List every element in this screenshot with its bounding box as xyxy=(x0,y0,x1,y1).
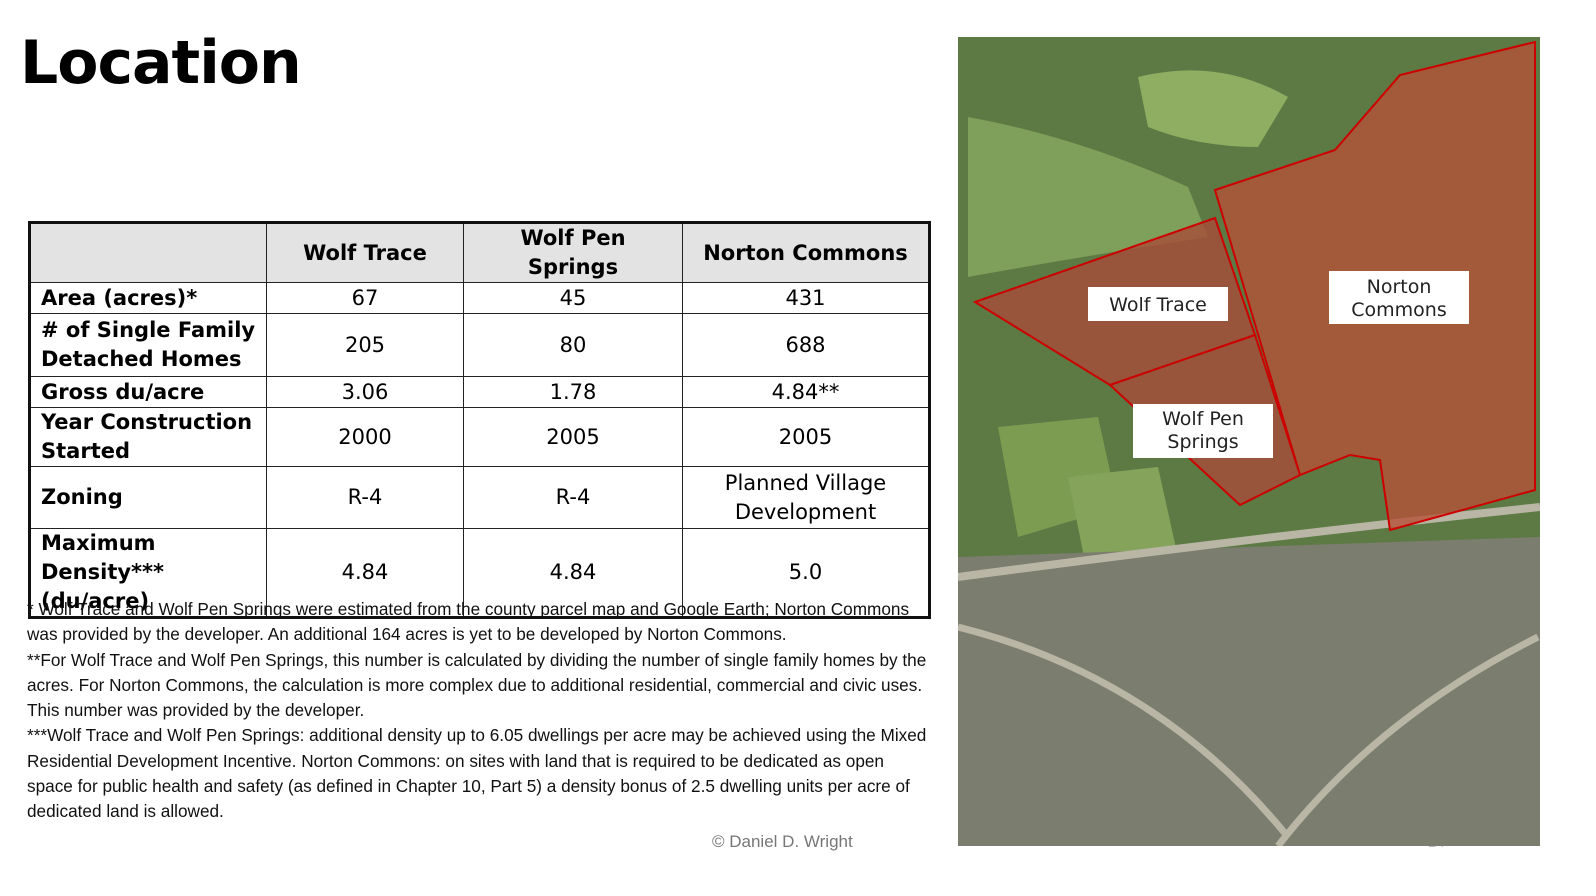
map-label: Wolf Pen Springs xyxy=(1162,408,1244,453)
map-label-box xyxy=(1133,404,1273,458)
field xyxy=(968,117,1208,277)
table-row: Maximum Density*** (du/acre) 4.84 4.84 5.0 xyxy=(29,528,930,618)
footnote: * Wolf Trace and Wolf Pen Springs were e… xyxy=(27,599,910,645)
map-label: Wolf Trace xyxy=(1109,294,1207,316)
row-label: Zoning xyxy=(29,466,267,529)
table-cell: 80 xyxy=(463,313,683,377)
map-label-box xyxy=(1329,271,1469,324)
map-label: Norton Commons xyxy=(1351,276,1446,321)
title: Location xyxy=(20,28,302,98)
commercial-area xyxy=(958,537,1540,846)
table-row: Gross du/acre 3.06 1.78 4.84** xyxy=(29,376,930,408)
row-label: Area (acres)* xyxy=(29,282,267,314)
table-cell: 1.78 xyxy=(463,376,683,408)
header-cell: Wolf Pen Springs xyxy=(463,222,683,283)
table-cell: 688 xyxy=(682,313,930,377)
table-cell: Planned Village Development xyxy=(682,466,930,529)
header-cell: Norton Commons xyxy=(682,222,930,283)
highway xyxy=(958,623,1291,840)
credit: © Daniel D. Wright xyxy=(712,832,853,851)
header-cell: Wolf Trace xyxy=(266,222,464,283)
highway xyxy=(958,503,1540,581)
table-row: Zoning R-4 R-4 Planned Village Development xyxy=(29,466,930,529)
table-cell: 205 xyxy=(266,313,464,377)
table-row: Year Construction Started 2000 2005 2005 xyxy=(29,407,930,467)
footnotes: * Wolf Trace and Wolf Pen Springs were e… xyxy=(27,597,932,825)
table-cell: 5.0 xyxy=(682,528,930,618)
field xyxy=(1138,70,1288,147)
table-cell: 67 xyxy=(266,282,464,314)
aerial-map: Wolf Trace Norton Commons Wolf Pen Springs xyxy=(958,37,1540,846)
table-cell: 2005 xyxy=(463,407,683,467)
comparison-table: Wolf Trace Wolf Pen Springs Norton Commons… xyxy=(28,221,931,619)
table-cell: 3.06 xyxy=(266,376,464,408)
table-cell: 2000 xyxy=(266,407,464,467)
table-cell: 4.84 xyxy=(463,528,683,618)
table-cell: 431 xyxy=(682,282,930,314)
table-cell: 45 xyxy=(463,282,683,314)
table-cell: 4.84** xyxy=(682,376,930,408)
highway xyxy=(1275,633,1540,846)
table-body: Area (acres)* 67 45 431 # of Single Family D… xyxy=(29,282,930,618)
table-cell: R-4 xyxy=(463,466,683,529)
table-cell: R-4 xyxy=(266,466,464,529)
table-row: Area (acres)* 67 45 431 xyxy=(29,282,930,314)
row-label: Year Construction Started xyxy=(29,407,267,467)
header-row: Wolf Trace Wolf Pen Springs Norton Commons xyxy=(29,222,930,283)
footnote: **For Wolf Trace and Wolf Pen Springs, t… xyxy=(27,649,927,721)
table-row: # of Single Family Detached Homes 205 80 68… xyxy=(29,313,930,377)
row-label: # of Single Family Detached Homes xyxy=(29,313,267,377)
table-cell: 2005 xyxy=(682,407,930,467)
footnote: ***Wolf Trace and Wolf Pen Springs: addi… xyxy=(27,725,927,822)
row-label: Gross du/acre xyxy=(29,376,267,408)
header-cell xyxy=(29,222,267,283)
row-label: Maximum Density*** (du/acre) xyxy=(29,528,267,618)
map-label-box xyxy=(1088,287,1228,321)
